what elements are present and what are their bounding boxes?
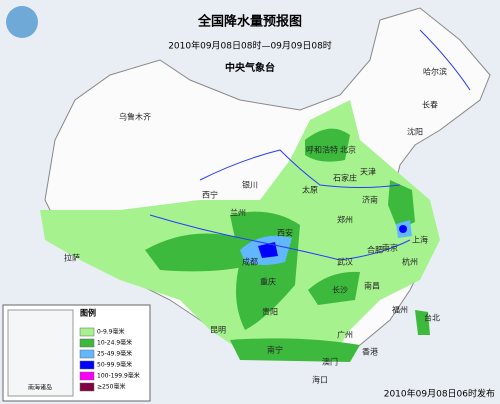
issuer: 中央气象台: [225, 61, 275, 74]
legend-label: 25-49.9毫米: [97, 350, 132, 358]
city-label: 南京: [382, 243, 398, 253]
inset-map: [7, 309, 74, 397]
city-label: 呼和浩特: [306, 145, 338, 155]
city-label: 成都: [242, 257, 258, 267]
city-label: 北京: [340, 145, 356, 155]
legend-label: 10-24.9毫米: [97, 339, 132, 347]
rivers: [149, 29, 471, 261]
city-label: 台北: [424, 313, 440, 323]
legend-title: 图例: [80, 308, 96, 318]
city-label: 郑州: [337, 215, 353, 225]
city-label: 武汉: [337, 257, 353, 267]
footer: 2010年09月08日06时发布: [384, 388, 495, 400]
legend-swatch: [79, 349, 95, 359]
city-label: 南昌: [364, 281, 380, 291]
city-label: 合肥: [367, 245, 383, 255]
legend-label: ≥250毫米: [97, 383, 125, 391]
city-label: 太原: [302, 185, 318, 195]
legend-swatch: [79, 327, 95, 337]
title: 全国降水量预报图: [197, 14, 302, 30]
city-label: 海口: [312, 375, 328, 385]
legend-swatch: [79, 382, 95, 392]
city-label: 澳门: [322, 357, 338, 367]
logo: [6, 6, 38, 38]
city-label: 昆明: [210, 326, 226, 335]
city-label: 济南: [362, 195, 378, 205]
legend-items: 0-9.9毫米 10-24.9毫米 25-49.9毫米 50-99.9毫米 100-19…: [79, 327, 140, 392]
city-label: 上海: [412, 235, 428, 245]
city-label: 南宁: [267, 345, 283, 355]
legend-label: 100-199.9毫米: [97, 372, 140, 380]
city-label: 拉萨: [64, 253, 80, 263]
legend-swatch: [79, 371, 95, 381]
city-label: 乌鲁木齐: [119, 112, 151, 122]
city-label: 西安: [277, 228, 293, 238]
city-label: 长沙: [332, 285, 348, 295]
city-labels: 乌鲁木齐拉萨西宁兰州银川呼和浩特 北京天津石家庄太原济南郑州西安成都重庆武汉合肥南…: [64, 67, 447, 385]
rain-heavy: [240, 220, 412, 265]
city-label: 广州: [337, 330, 353, 340]
legend-label: 0-9.9毫米: [97, 328, 125, 336]
city-label: 西宁: [202, 190, 218, 200]
legend-label: 50-99.9毫米: [97, 361, 132, 369]
city-label: 兰州: [230, 208, 246, 218]
city-label: 沈阳: [407, 127, 423, 137]
city-label: 银川: [242, 180, 258, 190]
subtitle: 2010年09月08日08时—09月09日08时: [168, 40, 332, 52]
city-label: 哈尔滨: [423, 67, 447, 77]
city-label: 香港: [362, 347, 378, 357]
inset-label: 南海诸岛: [28, 384, 52, 392]
city-label: 福州: [392, 306, 408, 315]
city-label: 贵阳: [262, 307, 278, 317]
city-label: 长春: [422, 100, 438, 110]
city-label: 石家庄: [333, 173, 357, 183]
city-label: 杭州: [402, 257, 418, 267]
legend-swatch: [79, 360, 95, 370]
legend-swatch: [79, 338, 95, 348]
city-label: 重庆: [260, 277, 276, 287]
city-label: 天津: [360, 167, 376, 177]
